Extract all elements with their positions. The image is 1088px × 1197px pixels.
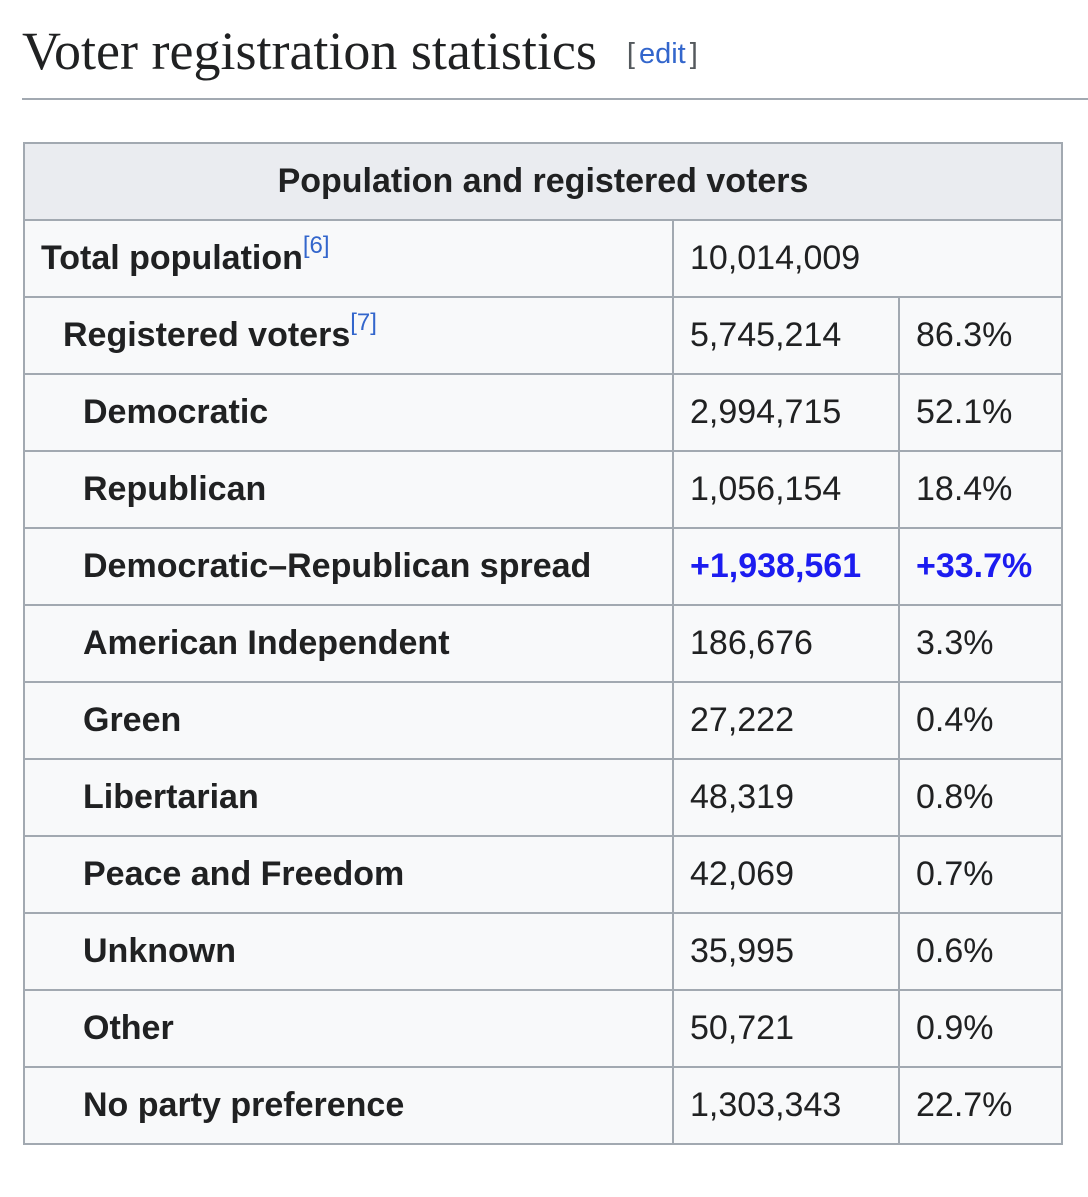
row-label: Registered voters[7]	[23, 296, 674, 375]
label-text: Democratic–Republican spread	[83, 547, 592, 585]
count-cell: 10,014,009	[671, 219, 1064, 298]
row-label: Total population[6]	[23, 219, 674, 298]
table-row: Registered voters[7] 5,745,214 86.3%	[23, 296, 1064, 375]
row-label: Libertarian	[23, 758, 674, 837]
table-row: Libertarian 48,319 0.8%	[23, 758, 1064, 837]
count-cell: 1,303,343	[672, 1066, 900, 1145]
edit-section: [edit]	[627, 38, 698, 70]
percent-cell: 0.7%	[897, 835, 1064, 914]
percent-cell: 52.1%	[897, 373, 1064, 452]
percent-cell: 0.9%	[897, 989, 1064, 1068]
reference-link[interactable]: [7]	[350, 309, 377, 336]
label-text: No party preference	[83, 1086, 405, 1124]
table-body: Total population[6] 10,014,009 Registered …	[23, 219, 1064, 1145]
count-cell: 27,222	[672, 681, 900, 760]
header-row: Population and registered voters	[22, 142, 1064, 221]
table-caption: Population and registered voters	[22, 142, 1064, 221]
table-row: No party preference 1,303,343 22.7%	[23, 1066, 1064, 1145]
count-cell: +1,938,561	[672, 527, 900, 606]
row-label: No party preference	[23, 1066, 674, 1145]
row-label: Republican	[23, 450, 674, 529]
count-cell: 1,056,154	[672, 450, 900, 529]
label-text: Democratic	[83, 393, 269, 431]
percent-cell: 22.7%	[897, 1066, 1064, 1145]
count-cell: 48,319	[672, 758, 900, 837]
row-label: Democratic–Republican spread	[23, 527, 674, 606]
table-row: Democratic–Republican spread +1,938,561 +3…	[23, 527, 1064, 606]
count-cell: 50,721	[672, 989, 900, 1068]
row-label: American Independent	[23, 604, 674, 683]
row-label: Unknown	[23, 912, 674, 991]
row-label: Green	[23, 681, 674, 760]
edit-link[interactable]: edit	[638, 38, 686, 70]
section-heading: Voter registration statistics [edit]	[22, 18, 1088, 100]
table-row: Republican 1,056,154 18.4%	[23, 450, 1064, 529]
percent-cell: 3.3%	[897, 604, 1064, 683]
count-cell: 35,995	[672, 912, 900, 991]
percent-cell: 0.6%	[897, 912, 1064, 991]
heading-title: Voter registration statistics	[22, 21, 597, 81]
table-row: Democratic 2,994,715 52.1%	[23, 373, 1064, 452]
label-text: Republican	[83, 470, 267, 508]
label-text: Registered voters	[63, 316, 351, 354]
row-label: Democratic	[23, 373, 674, 452]
row-label: Other	[23, 989, 674, 1068]
table-row: Unknown 35,995 0.6%	[23, 912, 1064, 991]
label-text: Unknown	[83, 932, 236, 970]
percent-cell: 0.8%	[897, 758, 1064, 837]
table-row: American Independent 186,676 3.3%	[23, 604, 1064, 683]
count-cell: 2,994,715	[672, 373, 900, 452]
edit-bracket: ]	[689, 38, 698, 70]
label-text: Green	[83, 701, 182, 739]
row-label: Peace and Freedom	[23, 835, 674, 914]
label-text: Other	[83, 1009, 174, 1047]
label-text: Libertarian	[83, 778, 259, 816]
reference-link[interactable]: [6]	[302, 232, 330, 259]
percent-cell: 0.4%	[897, 681, 1064, 760]
table-row: Other 50,721 0.9%	[23, 989, 1064, 1068]
table-row: Total population[6] 10,014,009	[23, 219, 1064, 298]
edit-bracket: [	[626, 38, 635, 70]
count-cell: 42,069	[672, 835, 900, 914]
percent-cell: 86.3%	[897, 296, 1064, 375]
percent-cell: 18.4%	[897, 450, 1064, 529]
count-cell: 5,745,214	[672, 296, 900, 375]
table-row: Peace and Freedom 42,069 0.7%	[23, 835, 1064, 914]
label-text: Peace and Freedom	[83, 855, 405, 893]
label-text: American Independent	[83, 624, 450, 662]
count-cell: 186,676	[672, 604, 900, 683]
label-text: Total population	[41, 239, 303, 277]
stats-table: Population and registered voters Total p…	[22, 142, 1064, 1145]
percent-cell: +33.7%	[897, 527, 1064, 606]
table-row: Green 27,222 0.4%	[23, 681, 1064, 760]
